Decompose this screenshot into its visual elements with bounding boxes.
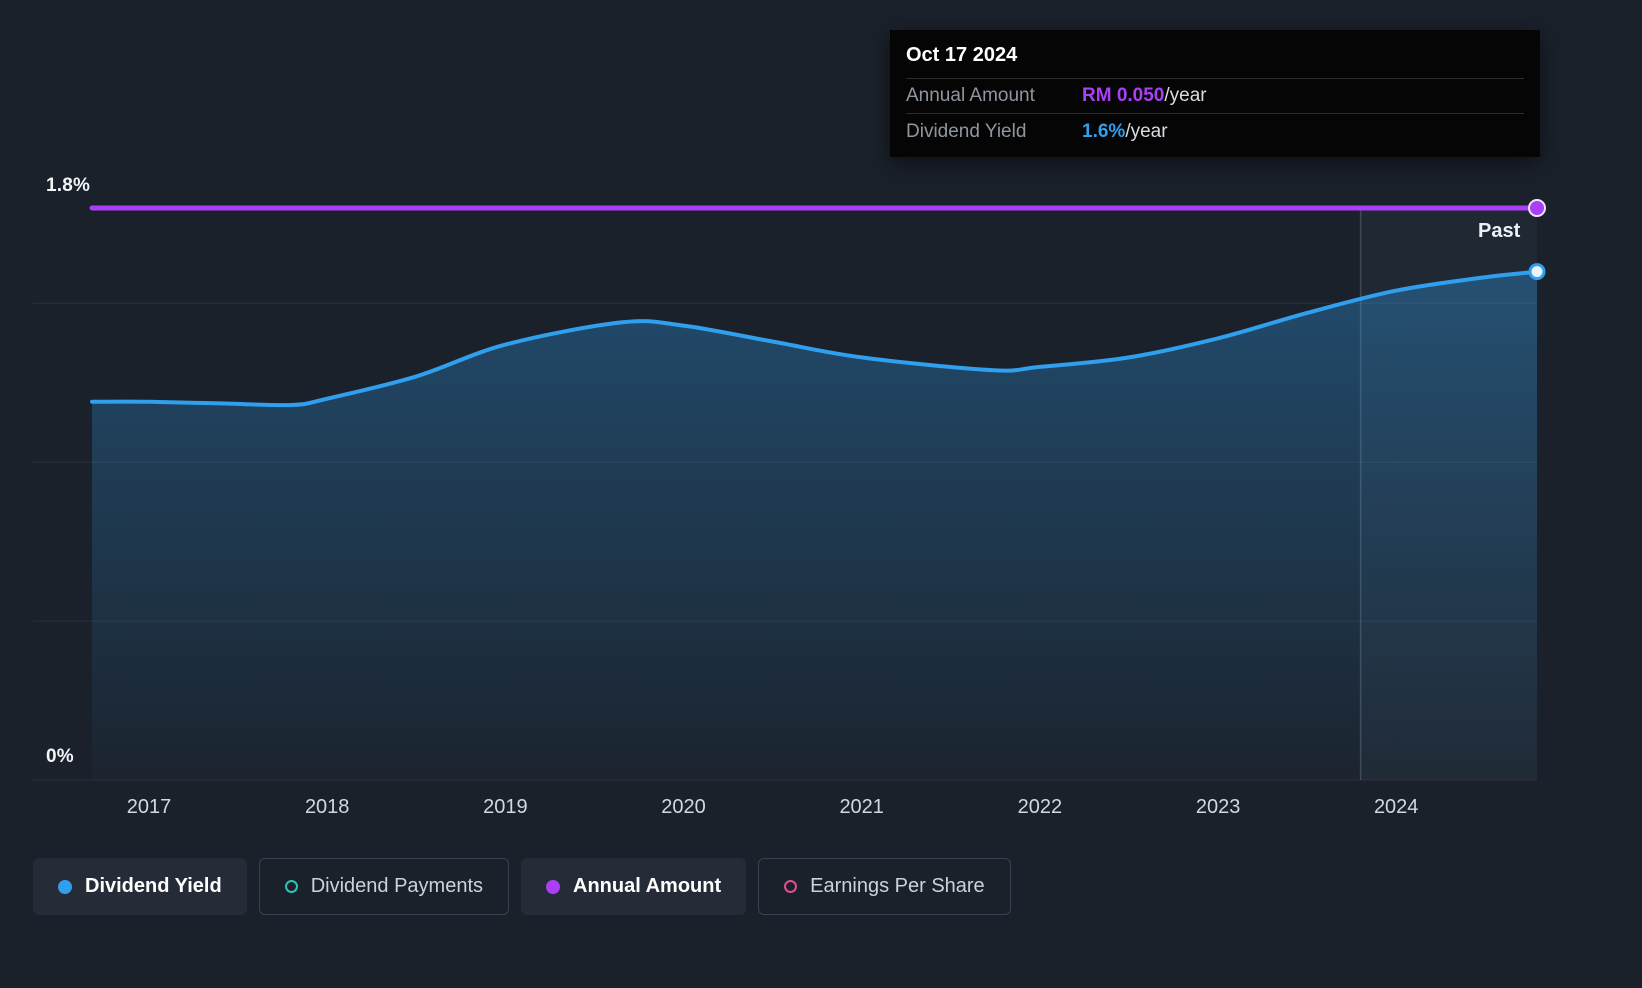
legend-item-annual-amount[interactable]: Annual Amount [521, 858, 747, 915]
tooltip-date: Oct 17 2024 [906, 44, 1524, 79]
tooltip-annual-amount-label: Annual Amount [906, 85, 1035, 106]
legend-item-dividend-yield[interactable]: Dividend Yield [33, 858, 247, 915]
y-axis-top-label: 1.8% [46, 175, 91, 196]
earnings-per-share-ring-icon [784, 880, 798, 893]
legend-label-earnings-per-share: Earnings Per Share [810, 875, 985, 897]
tooltip-row-dividend-yield: Dividend Yield 1.6%/year [906, 114, 1524, 149]
x-axis-tick: 2018 [305, 796, 350, 818]
tooltip-dividend-yield-suffix: /year [1125, 120, 1168, 142]
dividend-yield-endpoint-marker [1528, 263, 1546, 281]
legend: Dividend Yield Dividend Payments Annual … [33, 858, 1011, 915]
x-axis-tick: 2017 [127, 796, 172, 818]
annual-amount-dot-icon [546, 879, 561, 894]
x-axis-tick: 2024 [1374, 796, 1419, 818]
y-axis-bottom-label: 0% [46, 746, 74, 767]
legend-label-annual-amount: Annual Amount [573, 875, 722, 897]
tooltip-row-annual-amount: Annual Amount RM 0.050/year [906, 79, 1524, 114]
x-axis-tick: 2019 [483, 796, 528, 818]
legend-label-dividend-yield: Dividend Yield [85, 875, 222, 897]
legend-item-earnings-per-share[interactable]: Earnings Per Share [758, 858, 1011, 915]
legend-label-dividend-payments: Dividend Payments [310, 875, 484, 897]
dividend-payments-ring-icon [284, 880, 298, 893]
tooltip-annual-amount-suffix: /year [1164, 85, 1207, 106]
dividend-yield-line[interactable] [90, 269, 1539, 408]
annual-amount-endpoint-marker [1528, 199, 1546, 217]
dividend-yield-dot-icon [58, 879, 72, 894]
legend-item-dividend-payments[interactable]: Dividend Payments [258, 858, 510, 915]
tooltip-dividend-yield-value: 1.6% [1082, 120, 1126, 142]
dividend-yield-area [92, 271, 1537, 780]
past-label: Past [1478, 220, 1521, 242]
tooltip-annual-amount-value: RM 0.050 [1082, 85, 1165, 106]
x-axis-tick: 2023 [1196, 796, 1241, 818]
x-axis-tick: 2021 [839, 796, 884, 818]
tooltip-dividend-yield-label: Dividend Yield [906, 120, 1027, 142]
x-axis-tick: 2020 [661, 796, 706, 818]
x-axis-tick: 2022 [1018, 796, 1063, 818]
chart-tooltip: Oct 17 2024 Annual Amount RM 0.050/year … [890, 30, 1540, 157]
